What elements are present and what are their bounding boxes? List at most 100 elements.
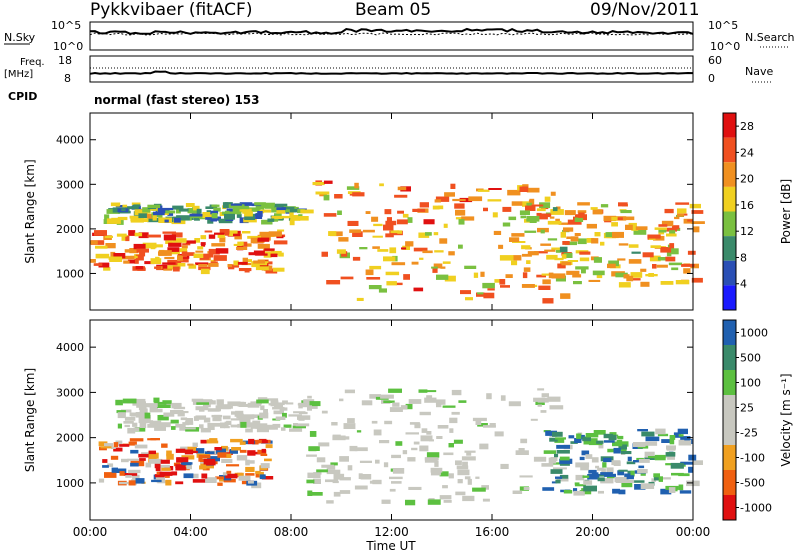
heatmap-cell: [289, 208, 302, 213]
heatmap-cell: [139, 422, 147, 428]
heatmap-cell: [133, 243, 146, 250]
heatmap-cell: [397, 210, 404, 214]
heatmap-cell: [340, 276, 354, 280]
heatmap-cell: [347, 220, 359, 226]
heatmap-cell: [144, 412, 151, 419]
heatmap-cell: [222, 472, 228, 476]
heatmap-cell: [640, 483, 655, 489]
heatmap-cell: [323, 180, 333, 184]
heatmap-cell: [666, 227, 677, 232]
heatmap-cell: [245, 459, 250, 466]
heatmap-cell: [154, 401, 167, 405]
heatmap-cell: [530, 418, 538, 421]
heatmap-cell: [460, 290, 471, 295]
heatmap-cell: [455, 460, 462, 466]
heatmap-cell: [519, 186, 529, 192]
heatmap-cell: [468, 196, 483, 202]
heatmap-cell: [439, 495, 452, 500]
heatmap-cell: [138, 404, 147, 410]
time-xlabel: Time UT: [365, 539, 416, 553]
heatmap-cell: [159, 471, 173, 476]
heatmap-cell: [604, 480, 609, 483]
heatmap-cell: [227, 264, 233, 268]
freq-label: Freq.: [20, 57, 45, 68]
heatmap-cell: [684, 438, 690, 441]
heatmap-cell: [389, 476, 403, 480]
heatmap-cell: [472, 487, 486, 492]
heatmap-cell: [205, 460, 216, 466]
heatmap-cell: [618, 469, 628, 472]
heatmap-cell: [242, 257, 248, 263]
heatmap-cell: [519, 210, 530, 216]
heatmap-cell: [323, 213, 337, 217]
heatmap-cell: [494, 431, 504, 437]
heatmap-cell: [533, 397, 545, 402]
heatmap-cell: [265, 444, 273, 449]
heatmap-cell: [396, 219, 408, 225]
heatmap-cell: [626, 275, 634, 282]
colorbar-tick-label: 100: [740, 377, 761, 390]
heatmap-cell: [455, 209, 466, 216]
heatmap-cell: [673, 488, 678, 492]
heatmap-cell: [361, 400, 373, 406]
heatmap-cell: [230, 438, 243, 443]
heatmap-cell: [152, 214, 157, 221]
heatmap-cell: [193, 416, 199, 421]
heatmap-cell: [152, 244, 163, 248]
heatmap-cell: [221, 458, 233, 463]
heatmap-cell: [245, 473, 255, 476]
heatmap-cell: [281, 206, 295, 210]
heatmap-cell: [334, 194, 343, 199]
heatmap-cell: [661, 220, 674, 227]
heatmap-cell: [135, 478, 145, 484]
heatmap-cell: [541, 393, 549, 398]
heatmap-cell: [677, 213, 685, 217]
heatmap-cell: [172, 263, 186, 267]
heatmap-cell: [658, 224, 668, 227]
power-panel: 1000 2000 3000 4000 Slant Range [km] 4 8 12 16…: [23, 112, 793, 311]
heatmap-cell: [449, 417, 458, 424]
heatmap-cell: [634, 484, 646, 490]
heatmap-cell: [591, 238, 599, 244]
heatmap-cell: [603, 215, 617, 222]
heatmap-cell: [133, 427, 140, 432]
heatmap-cell: [549, 437, 558, 442]
nave-tick-high: 60: [708, 54, 722, 67]
heatmap-cell: [567, 219, 582, 225]
heatmap-cell: [554, 257, 564, 261]
heatmap-cell: [136, 248, 149, 253]
heatmap-cell: [391, 454, 401, 459]
heatmap-cell: [656, 264, 668, 268]
heatmap-cell: [282, 215, 296, 219]
heatmap-cell: [566, 270, 580, 275]
heatmap-cell: [426, 431, 432, 435]
y-tick-label: 1000: [56, 477, 84, 490]
heatmap-cell: [649, 255, 661, 262]
heatmap-cell: [121, 235, 129, 241]
heatmap-cell: [247, 450, 256, 456]
heatmap-cell: [600, 241, 605, 246]
heatmap-cell: [428, 498, 435, 501]
heatmap-cell: [461, 216, 475, 221]
heatmap-cell: [588, 279, 601, 282]
heatmap-cell: [120, 255, 135, 260]
heatmap-cell: [561, 261, 572, 266]
heatmap-cell: [559, 246, 568, 253]
heatmap-cell: [401, 247, 407, 250]
heatmap-cell: [458, 219, 465, 225]
heatmap-cell: [624, 216, 635, 221]
heatmap-cell: [620, 451, 632, 455]
colorbar-tick-label: -25: [740, 427, 758, 440]
heatmap-cell: [440, 266, 446, 269]
heatmap-cell: [338, 237, 349, 242]
heatmap-cell: [171, 402, 182, 409]
heatmap-cell: [691, 221, 705, 224]
heatmap-cell: [562, 241, 570, 245]
heatmap-cell: [244, 215, 256, 220]
heatmap-cell: [648, 456, 657, 459]
heatmap-cell: [349, 445, 358, 452]
heatmap-cell: [384, 209, 392, 215]
heatmap-cell: [245, 428, 253, 433]
heatmap-cell: [379, 183, 384, 187]
colorbar-tick-label: 12: [740, 225, 754, 238]
